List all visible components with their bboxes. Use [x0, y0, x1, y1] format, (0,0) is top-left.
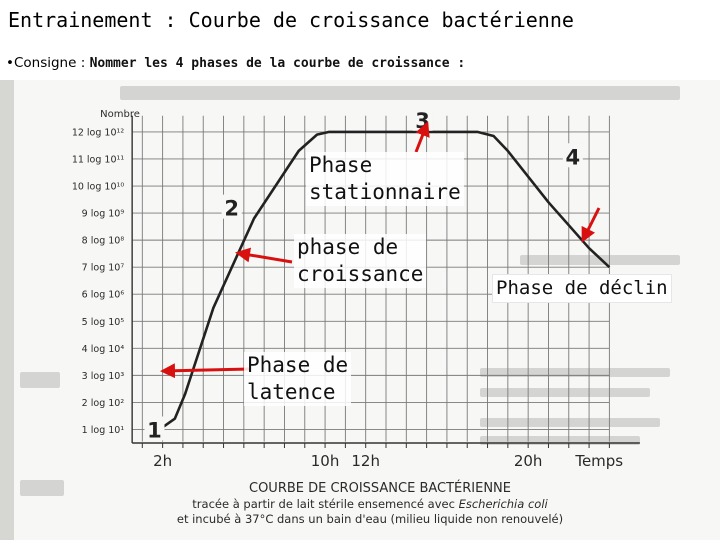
arrow-latence	[160, 363, 251, 379]
chart-caption-line1: tracée à partir de lait stérile ensemenc…	[192, 497, 548, 511]
phase-number-bg	[562, 143, 583, 168]
caption-prefix: tracée à partir de lait stérile ensemenc…	[192, 497, 455, 511]
scan-background	[0, 80, 720, 540]
scan-edge-shadow	[0, 80, 14, 540]
slide-title: Entrainement : Courbe de croissance bact…	[8, 8, 574, 32]
arrow-croissance	[235, 247, 293, 264]
label-latence-line2: latence	[247, 380, 336, 404]
phase-number: 1	[147, 418, 162, 442]
y-axis-label: Nombre	[100, 109, 140, 120]
x-axis-label: Temps	[574, 452, 623, 470]
label-phase-croissance: phase de croissance	[294, 234, 427, 288]
label-croissance-line1: phase de	[297, 235, 399, 259]
y-tick-labels: 1 log 10¹ 2 log 10² 3 log 10³ 4 log 10⁴ 5 lo…	[72, 127, 125, 436]
phase-number: 2	[224, 197, 239, 221]
y-tick-label: 5 log 10⁵	[82, 317, 125, 328]
annotation-arrows	[160, 121, 601, 379]
phase-number-bg	[144, 416, 165, 441]
y-tick-label: 9 log 10⁹	[82, 209, 125, 220]
label-croissance-line2: croissance	[297, 262, 424, 286]
x-tick-labels: 2h 10h 12h 20h	[153, 452, 542, 470]
y-tick-label: 6 log 10⁶	[82, 290, 125, 301]
x-tick-label: 10h	[311, 452, 340, 470]
instruction-bullet: •Consigne :	[6, 55, 86, 71]
arrow-stationnaire	[414, 121, 430, 153]
scan-show-through	[20, 86, 680, 496]
label-latence-line1: Phase de	[247, 353, 349, 377]
phase-number-bg	[221, 194, 242, 219]
y-tick-label: 7 log 10⁷	[82, 263, 125, 274]
chart-axes	[131, 115, 640, 448]
y-tick-label: 8 log 10⁸	[82, 236, 125, 247]
label-phase-latence: Phase de latence	[244, 352, 352, 406]
label-stationnaire-line1: Phase	[309, 153, 373, 177]
y-tick-label: 12 log 10¹²	[72, 127, 125, 138]
y-tick-label: 11 log 10¹¹	[72, 154, 125, 165]
y-tick-label: 4 log 10⁴	[82, 344, 125, 355]
phase-number: 4	[566, 145, 581, 169]
growth-curve-line	[146, 130, 611, 431]
chart-caption-line2: et incubé à 37°C dans un bain d'eau (mil…	[177, 512, 563, 526]
phase-number: 3	[415, 109, 430, 133]
label-phase-declin: Phase de déclin	[492, 274, 672, 303]
y-tick-label: 10 log 10¹⁰	[72, 182, 125, 193]
y-tick-label: 1 log 10¹	[82, 425, 125, 436]
x-tick-label: 20h	[514, 452, 543, 470]
label-phase-stationnaire: Phase stationnaire	[306, 152, 464, 206]
caption-organism: Escherichia coli	[459, 497, 549, 511]
growth-curve-chart: 1 log 10¹ 2 log 10² 3 log 10³ 4 log 10⁴ 5 lo…	[0, 80, 720, 540]
y-tick-label: 3 log 10³	[82, 371, 125, 382]
instruction-text: Nommer les 4 phases de la courbe de croi…	[89, 56, 466, 71]
y-tick-label: 2 log 10²	[82, 398, 125, 409]
instruction-line: •Consigne : Nommer les 4 phases de la co…	[6, 55, 465, 71]
x-tick-label: 12h	[351, 452, 380, 470]
chart-title: COURBE DE CROISSANCE BACTÉRIENNE	[249, 480, 511, 496]
arrow-declin	[581, 207, 601, 243]
label-stationnaire-line2: stationnaire	[309, 180, 461, 204]
x-tick-label: 2h	[153, 452, 172, 470]
